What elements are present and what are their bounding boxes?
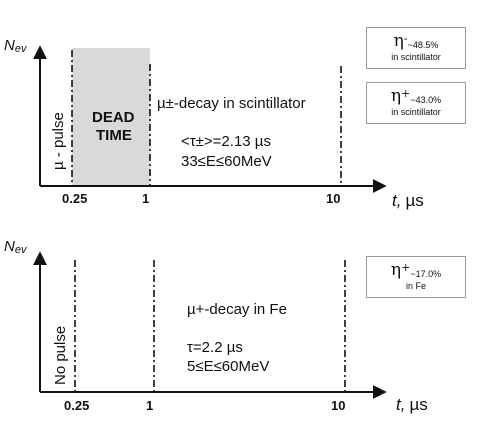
top-x-axis-label: t, µs: [392, 191, 424, 210]
efficiency-box-negative-scintillator: η-~48.5% in scintillator: [366, 27, 466, 69]
dead-time-region: [72, 48, 150, 186]
bottom-tick-0.25: 0.25: [64, 398, 89, 413]
efficiency-value: η+~43.0%: [390, 86, 442, 106]
efficiency-box-positive-scintillator: η+~43.0% in scintillator: [366, 82, 466, 124]
bottom-y-axis-label: Nev: [4, 238, 28, 256]
bottom-decay-text: µ+-decay in Fe: [187, 301, 287, 318]
bottom-pulse-label: No pulse: [52, 326, 69, 385]
dead-time-label-line2: TIME: [96, 127, 132, 144]
bottom-x-axis-label: t, µs: [396, 395, 428, 414]
efficiency-note: in scintillator: [391, 52, 441, 62]
efficiency-value: η-~48.5%: [393, 31, 439, 51]
bottom-tick-1: 1: [146, 398, 153, 413]
top-tick-10: 10: [326, 191, 340, 206]
efficiency-note: in scintillator: [391, 107, 441, 117]
bottom-tau-text: τ=2.2 µs: [187, 339, 243, 356]
top-decay-text: µ±-decay in scintillator: [157, 95, 306, 112]
efficiency-note: in Fe: [405, 281, 426, 291]
top-tick-1: 1: [142, 191, 149, 206]
top-tick-0.25: 0.25: [62, 191, 87, 206]
top-tau-text: <τ±>=2.13 µs: [181, 133, 271, 150]
top-y-axis-label: Nev: [4, 37, 28, 55]
efficiency-value: η+~17.0%: [390, 260, 442, 280]
bottom-energy-text: 5≤E≤60MeV: [187, 358, 269, 375]
top-energy-text: 33≤E≤60MeV: [181, 153, 272, 170]
dead-time-label-line1: DEAD: [92, 109, 135, 126]
efficiency-box-positive-fe: η+~17.0% in Fe: [366, 256, 466, 298]
top-pulse-label: µ - pulse: [50, 112, 67, 170]
bottom-tick-10: 10: [331, 398, 345, 413]
